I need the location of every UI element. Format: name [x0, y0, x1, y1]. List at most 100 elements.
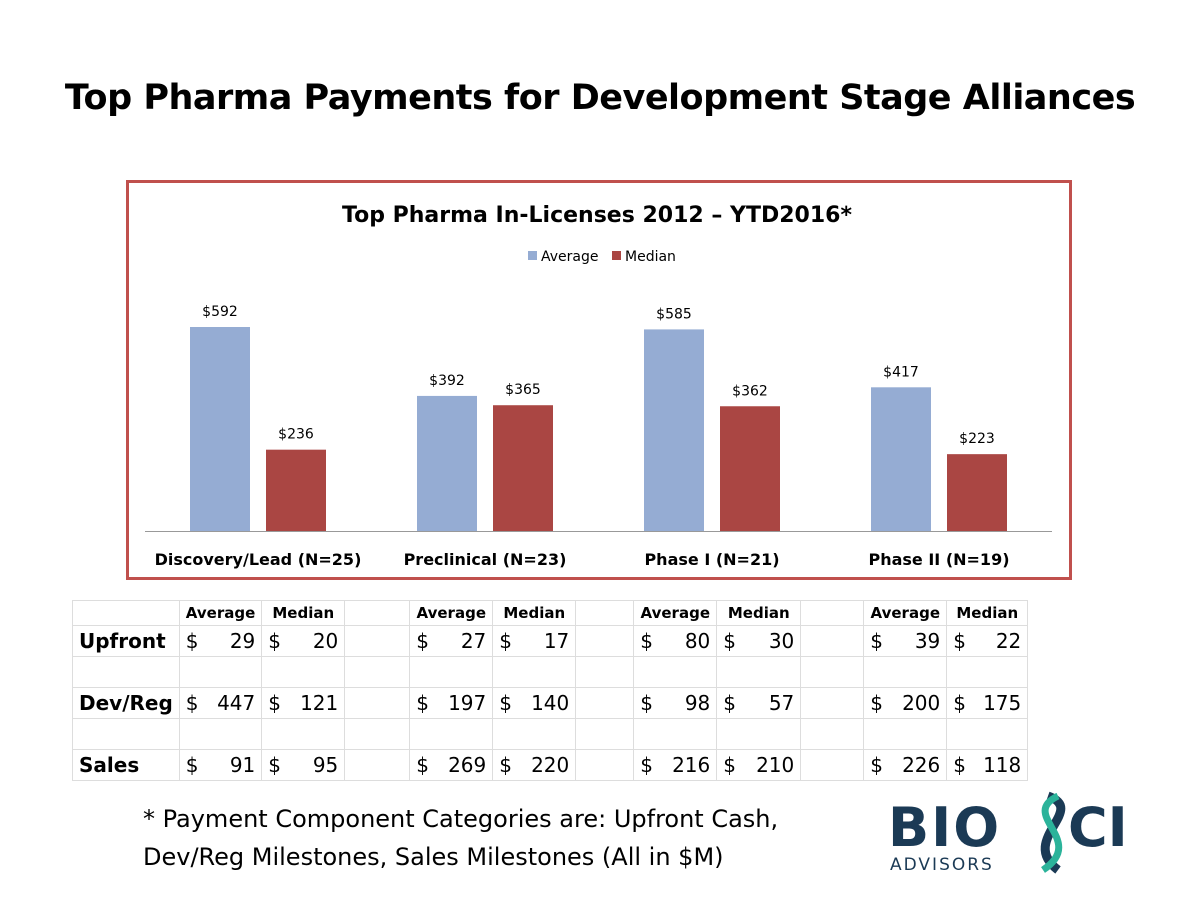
footnote-line-2: Dev/Reg Milestones, Sales Milestones (Al…: [143, 843, 724, 871]
footnote: * Payment Component Categories are: Upfr…: [143, 800, 778, 876]
value-cell: $121: [261, 687, 346, 719]
currency-symbol: $: [416, 691, 429, 715]
value: 118: [983, 753, 1022, 777]
value: 447: [217, 691, 256, 715]
value-cell: $197: [409, 687, 494, 719]
currency-symbol: $: [870, 629, 883, 653]
value: 95: [312, 753, 339, 777]
svg-text:BIO: BIO: [888, 796, 1001, 859]
column-header: Median: [492, 600, 577, 626]
empty-cell: [492, 718, 577, 750]
value: 216: [672, 753, 711, 777]
value: 98: [684, 691, 711, 715]
bar-median: [266, 449, 326, 531]
legend-label-median: Median: [625, 249, 676, 265]
value-cell: $91: [178, 749, 263, 781]
currency-symbol: $: [953, 691, 966, 715]
value: 200: [902, 691, 941, 715]
value-cell: $80: [633, 625, 718, 657]
empty-cell: [800, 625, 865, 657]
currency-symbol: $: [499, 753, 512, 777]
currency-symbol: $: [640, 753, 653, 777]
value: 121: [300, 691, 339, 715]
value: 175: [983, 691, 1022, 715]
empty-cell: [72, 600, 180, 626]
column-header: Median: [716, 600, 802, 626]
table-row: [72, 656, 1029, 688]
column-header: Median: [946, 600, 1029, 626]
empty-cell: [409, 718, 494, 750]
empty-cell: [575, 656, 635, 688]
currency-symbol: $: [953, 629, 966, 653]
data-label: $236: [278, 427, 314, 443]
empty-cell: [800, 687, 865, 719]
chart-frame: [126, 180, 1072, 580]
value: 27: [460, 629, 487, 653]
empty-cell: [800, 749, 865, 781]
empty-cell: [575, 718, 635, 750]
value-cell: $95: [261, 749, 346, 781]
empty-cell: [800, 656, 865, 688]
column-header: Average: [409, 600, 494, 626]
currency-symbol: $: [268, 691, 281, 715]
currency-symbol: $: [640, 691, 653, 715]
currency-symbol: $: [953, 753, 966, 777]
row-label: [72, 718, 180, 750]
value: 20: [312, 629, 339, 653]
currency-symbol: $: [416, 753, 429, 777]
data-label: $223: [959, 431, 995, 447]
currency-symbol: $: [499, 691, 512, 715]
value-cell: $29: [178, 625, 263, 657]
empty-cell: [344, 687, 411, 719]
empty-cell: [863, 718, 948, 750]
empty-cell: [261, 656, 346, 688]
value: 210: [756, 753, 795, 777]
svg-text:CI: CI: [1068, 796, 1128, 859]
value-cell: $175: [946, 687, 1029, 719]
data-label: $417: [883, 364, 919, 380]
empty-cell: [633, 718, 718, 750]
data-label: $392: [429, 373, 465, 389]
value-cell: $27: [409, 625, 494, 657]
page-title: Top Pharma Payments for Development Stag…: [64, 78, 1136, 118]
value-cell: $220: [492, 749, 577, 781]
bar-median: [493, 405, 553, 531]
row-label: [72, 656, 180, 688]
value-cell: $200: [863, 687, 948, 719]
empty-cell: [344, 718, 411, 750]
category-label: Preclinical (N=23): [404, 550, 567, 569]
currency-symbol: $: [870, 753, 883, 777]
value-cell: $118: [946, 749, 1029, 781]
currency-symbol: $: [185, 753, 199, 777]
value-cell: $216: [633, 749, 718, 781]
empty-cell: [716, 718, 802, 750]
currency-symbol: $: [723, 629, 736, 653]
data-label: $365: [505, 382, 541, 398]
value-cell: $39: [863, 625, 948, 657]
bar-average: [417, 395, 477, 531]
value-cell: $22: [946, 625, 1029, 657]
value: 80: [684, 629, 711, 653]
row-label: Upfront: [72, 625, 180, 657]
row-label: Dev/Reg: [72, 687, 180, 719]
empty-cell: [178, 656, 263, 688]
empty-cell: [261, 718, 346, 750]
empty-cell: [800, 600, 865, 626]
column-header: Average: [863, 600, 948, 626]
value: 220: [531, 753, 570, 777]
value-cell: $140: [492, 687, 577, 719]
data-label: $585: [656, 306, 692, 322]
value-cell: $226: [863, 749, 948, 781]
row-label: Sales: [72, 749, 180, 781]
svg-text:ADVISORS: ADVISORS: [890, 855, 994, 875]
bar-median: [720, 406, 780, 531]
empty-cell: [716, 656, 802, 688]
chart-title: Top Pharma In-Licenses 2012 – YTD2016*: [342, 203, 852, 228]
empty-cell: [492, 656, 577, 688]
value-cell: $20: [261, 625, 346, 657]
currency-symbol: $: [640, 629, 653, 653]
value-cell: $30: [716, 625, 802, 657]
value-cell: $57: [716, 687, 802, 719]
empty-cell: [344, 749, 411, 781]
category-label: Phase I (N=21): [644, 550, 779, 569]
